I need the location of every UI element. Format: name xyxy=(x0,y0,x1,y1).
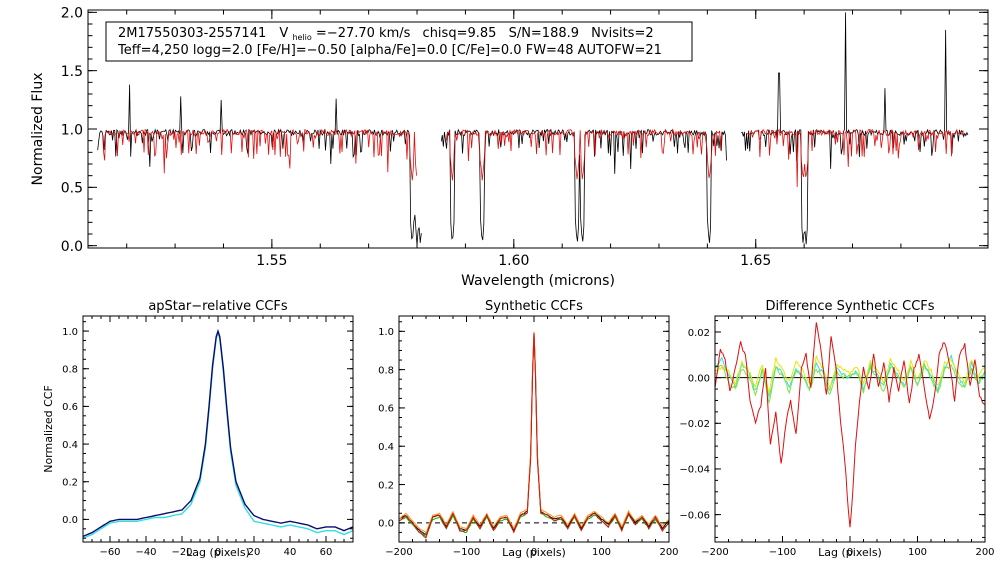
annotation-nvisits: Nvisits=2 xyxy=(591,26,653,41)
y-tick-label: 0.02 xyxy=(688,328,710,339)
y-tick-label: 0.0 xyxy=(378,519,394,530)
series-model-0 xyxy=(102,128,417,181)
ccf2-ticks: −200 −100 0 100 200 0.0 0.2 0.4 0.6 0.8 1.0 xyxy=(378,316,679,558)
annotation-chisq: chisq=9.85 xyxy=(423,26,497,41)
ccf2-xlabel: Lag (pixels) xyxy=(502,546,566,559)
y-tick-label: 1.0 xyxy=(378,327,394,338)
y-tick-label: 0.8 xyxy=(62,365,78,376)
x-tick-label: 40 xyxy=(284,547,297,558)
spectrum-ticks: 1.55 1.60 1.65 0.0 0.5 1.0 1.5 2.0 xyxy=(61,6,988,269)
spectrum-panel: 1.55 1.60 1.65 0.0 0.5 1.0 1.5 2.0 Wavelength (… xyxy=(30,6,989,289)
y-tick-label: 1.5 xyxy=(61,64,83,80)
x-tick-label: −20 xyxy=(171,547,192,558)
x-tick-label: −100 xyxy=(453,547,480,558)
ccf3-ticks: −200 −100 0 100 200 −0.06 −0.04 −0.02 0.00 0.02 xyxy=(679,316,995,558)
x-tick-label: 20 xyxy=(248,547,261,558)
x-tick-label: 0 xyxy=(215,547,221,558)
y-tick-label: −0.04 xyxy=(679,465,710,476)
x-tick-label: 100 xyxy=(908,547,927,558)
x-tick-label: 60 xyxy=(320,547,333,558)
spectrum-lines xyxy=(97,12,969,246)
ccf3-lines xyxy=(715,322,985,528)
x-tick-label: 1.60 xyxy=(498,253,529,269)
series-synth-3 xyxy=(399,331,669,534)
y-tick-label: 1.0 xyxy=(61,122,83,138)
x-tick-label: −60 xyxy=(99,547,120,558)
annotation-box xyxy=(105,21,693,62)
series-diff-3 xyxy=(715,355,985,395)
x-tick-label: 100 xyxy=(592,547,611,558)
x-tick-label: −200 xyxy=(385,547,412,558)
ccf1-ticks: −60 −40 −20 0 20 40 60 0.0 0.2 0.4 0.6 0.8 1.0 xyxy=(62,316,354,558)
ccf-panel-apstar: apStar−relative CCFs −60 −40 −20 0 20 40 60 0.0… xyxy=(42,299,354,559)
y-tick-label: 0.00 xyxy=(688,373,710,384)
y-tick-label: 0.6 xyxy=(378,404,394,415)
series-synth-4 xyxy=(399,332,669,539)
y-tick-label: 0.4 xyxy=(378,442,394,453)
y-tick-label: 0.6 xyxy=(62,402,78,413)
series-visit-2 xyxy=(83,328,353,538)
x-tick-label: 1.55 xyxy=(256,253,287,269)
ccf1-title: apStar−relative CCFs xyxy=(148,299,288,314)
x-tick-label: −100 xyxy=(769,547,796,558)
series-model-1 xyxy=(445,128,723,181)
ccf3-title: Difference Synthetic CCFs xyxy=(765,299,934,314)
x-tick-label: 200 xyxy=(975,547,994,558)
y-tick-label: 0.2 xyxy=(62,478,78,489)
annotation-line-1: 2M17550303-2557141 V helio =−27.70 km/s … xyxy=(118,26,654,44)
x-tick-label: −40 xyxy=(135,547,156,558)
y-tick-label: −0.06 xyxy=(679,510,710,521)
x-tick-label: 0 xyxy=(531,547,537,558)
spectrum-ylabel: Normalized Flux xyxy=(30,73,46,186)
annotation-v-label: V xyxy=(279,26,288,41)
x-tick-label: 0 xyxy=(847,547,853,558)
ccf-panel-synthetic: Synthetic CCFs −200 −100 0 100 200 0.0 0.2 0.4 0… xyxy=(378,299,678,559)
ccf1-xlabel: Lag (pixels) xyxy=(186,546,250,559)
annotation-v-sub: helio xyxy=(292,33,311,42)
x-tick-label: 200 xyxy=(659,547,678,558)
spectrum-xlabel: Wavelength (microns) xyxy=(461,273,615,289)
y-tick-label: 0.5 xyxy=(61,181,83,197)
x-tick-label: −200 xyxy=(701,547,728,558)
annotation-v-value: =−27.70 km/s xyxy=(316,26,411,41)
y-tick-label: 2.0 xyxy=(61,6,83,22)
ccf2-lines xyxy=(399,331,669,539)
series-model-2 xyxy=(745,128,964,188)
ccf1-ylabel: Normalized CCF xyxy=(42,385,55,473)
y-tick-label: 0.4 xyxy=(62,440,78,451)
y-tick-label: −0.02 xyxy=(679,419,710,430)
ccf2-title: Synthetic CCFs xyxy=(485,299,583,314)
annotation-snr: S/N=188.9 xyxy=(509,26,579,41)
ccf1-lines xyxy=(83,328,353,539)
annotation-star: 2M17550303-2557141 xyxy=(118,26,266,41)
y-tick-label: 0.8 xyxy=(378,365,394,376)
y-tick-label: 1.0 xyxy=(62,327,78,338)
x-tick-label: 1.65 xyxy=(740,253,771,269)
y-tick-label: 0.0 xyxy=(61,239,83,255)
ccf3-xlabel: Lag (pixels) xyxy=(818,546,882,559)
series-diff-4 xyxy=(715,322,985,528)
ccf-panel-difference: Difference Synthetic CCFs −200 −100 0 100 20… xyxy=(679,299,994,559)
y-tick-label: 0.0 xyxy=(62,515,78,526)
annotation-line-2: Teff=4,250 logg=2.0 [Fe/H]=−0.50 [alpha/… xyxy=(117,43,662,58)
y-tick-label: 0.2 xyxy=(378,480,394,491)
